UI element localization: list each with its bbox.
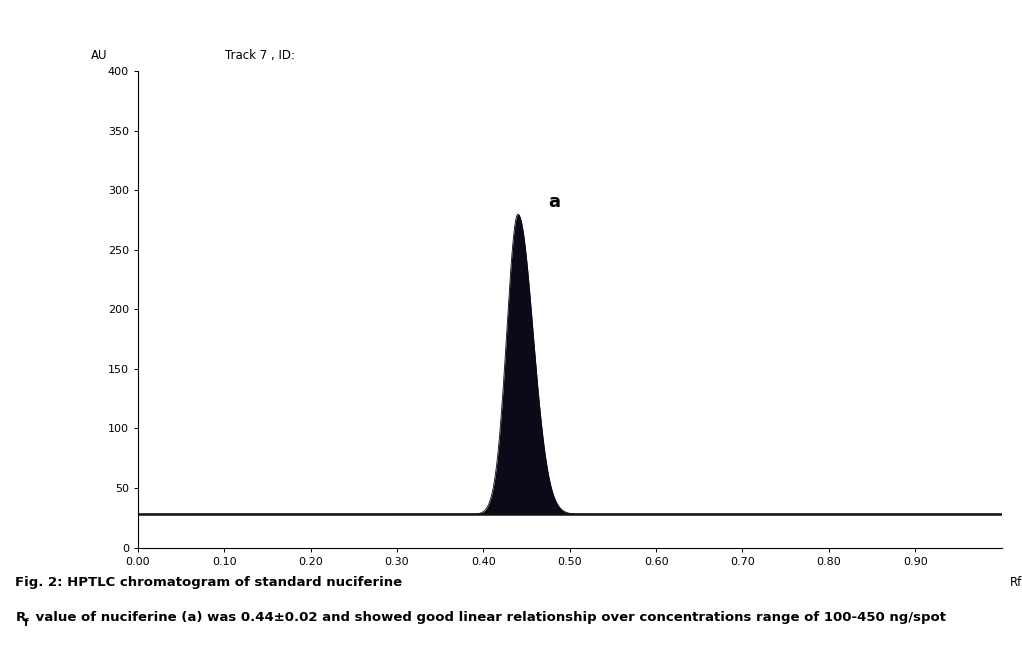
Text: Fig. 2: HPTLC chromatogram of standard nuciferine: Fig. 2: HPTLC chromatogram of standard n… (15, 577, 403, 590)
Text: AU: AU (91, 49, 107, 62)
Text: Track 7 , ID:: Track 7 , ID: (225, 49, 294, 62)
Text: Rf: Rf (1010, 576, 1022, 589)
Text: R: R (15, 611, 26, 624)
Text: f: f (25, 618, 29, 628)
Text: a: a (548, 192, 560, 211)
Text: value of nuciferine (a) was 0.44±0.02 and showed good linear relationship over c: value of nuciferine (a) was 0.44±0.02 an… (31, 611, 945, 624)
